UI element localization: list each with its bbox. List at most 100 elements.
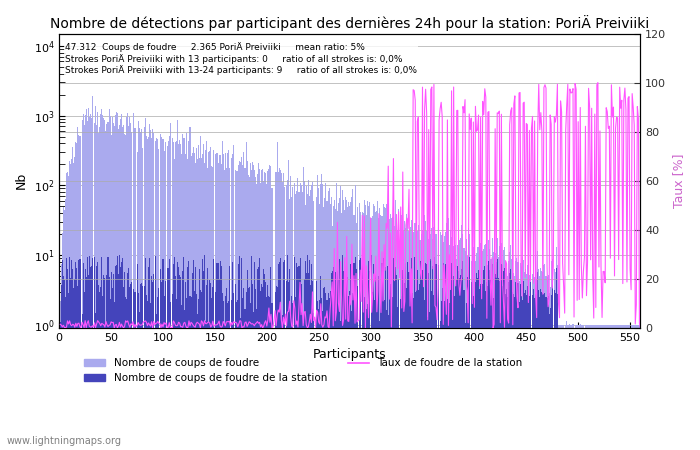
Bar <box>83 292 85 450</box>
Bar <box>264 274 265 450</box>
Bar <box>606 325 607 450</box>
Bar <box>300 185 302 450</box>
Bar <box>569 324 570 450</box>
Bar <box>543 294 545 450</box>
Bar <box>503 271 504 450</box>
Bar <box>146 136 147 450</box>
Bar <box>375 272 377 450</box>
Bar <box>63 207 64 450</box>
Bar <box>623 325 624 450</box>
Bar <box>514 276 515 450</box>
Bar <box>615 325 616 450</box>
Bar <box>501 264 502 450</box>
Bar <box>613 325 614 450</box>
Bar <box>515 282 517 450</box>
Bar <box>100 114 102 450</box>
Bar <box>537 251 538 450</box>
Bar <box>96 125 97 450</box>
Bar <box>286 281 287 450</box>
Bar <box>633 325 634 450</box>
Bar <box>92 258 93 450</box>
Bar <box>298 266 300 450</box>
Bar <box>306 186 307 450</box>
Bar <box>89 117 90 450</box>
Bar <box>638 325 639 450</box>
Bar <box>430 259 431 450</box>
Bar <box>167 268 168 450</box>
Bar <box>616 325 617 450</box>
Bar <box>381 216 382 450</box>
Bar <box>90 114 91 450</box>
Bar <box>484 245 485 450</box>
Bar <box>606 346 607 450</box>
Bar <box>291 197 292 450</box>
Bar <box>459 240 461 450</box>
Bar <box>582 346 583 450</box>
Bar <box>351 310 352 450</box>
Bar <box>611 346 612 450</box>
Bar <box>463 290 465 450</box>
Bar <box>525 269 526 450</box>
Bar <box>473 247 474 450</box>
Bar <box>586 346 587 450</box>
Bar <box>177 120 178 450</box>
Bar <box>402 221 403 450</box>
Bar <box>140 132 141 450</box>
Bar <box>326 300 328 450</box>
Bar <box>402 270 403 450</box>
Bar <box>509 273 510 450</box>
Bar <box>467 277 468 450</box>
Bar <box>222 141 223 450</box>
Bar <box>338 202 339 450</box>
Bar <box>607 325 608 450</box>
Bar <box>394 270 395 450</box>
Bar <box>384 208 386 450</box>
Bar <box>613 346 614 450</box>
Bar <box>397 230 398 450</box>
Bar <box>442 263 444 450</box>
Bar <box>527 287 528 450</box>
Bar <box>164 142 166 450</box>
Bar <box>216 153 218 450</box>
Bar <box>411 220 412 450</box>
Bar <box>138 293 139 450</box>
Bar <box>149 124 150 450</box>
Bar <box>63 276 64 450</box>
Bar <box>633 346 634 450</box>
Bar <box>599 346 601 450</box>
Bar <box>169 136 170 450</box>
Bar <box>70 278 71 450</box>
Bar <box>451 237 452 450</box>
Bar <box>438 227 439 450</box>
Bar <box>542 293 543 450</box>
Bar <box>295 297 296 450</box>
Bar <box>368 261 369 450</box>
Bar <box>532 295 533 450</box>
Bar <box>587 325 588 450</box>
Bar <box>635 346 636 450</box>
Bar <box>581 325 582 450</box>
Bar <box>609 346 610 450</box>
Bar <box>367 304 368 450</box>
Bar <box>76 268 78 450</box>
Bar <box>160 269 162 450</box>
Bar <box>283 262 284 450</box>
Bar <box>332 206 334 450</box>
Bar <box>554 290 555 450</box>
Bar <box>162 259 164 450</box>
Bar <box>172 294 173 450</box>
Bar <box>64 280 65 450</box>
Bar <box>124 134 125 450</box>
Bar <box>609 325 610 450</box>
Bar <box>126 117 127 450</box>
Bar <box>593 346 594 450</box>
Bar <box>203 144 204 450</box>
Bar <box>549 293 550 450</box>
Bar <box>340 186 341 450</box>
Bar <box>449 303 450 450</box>
Bar <box>480 284 481 450</box>
Bar <box>568 325 569 450</box>
Bar <box>125 135 126 450</box>
Bar <box>596 346 597 450</box>
Bar <box>455 245 456 450</box>
